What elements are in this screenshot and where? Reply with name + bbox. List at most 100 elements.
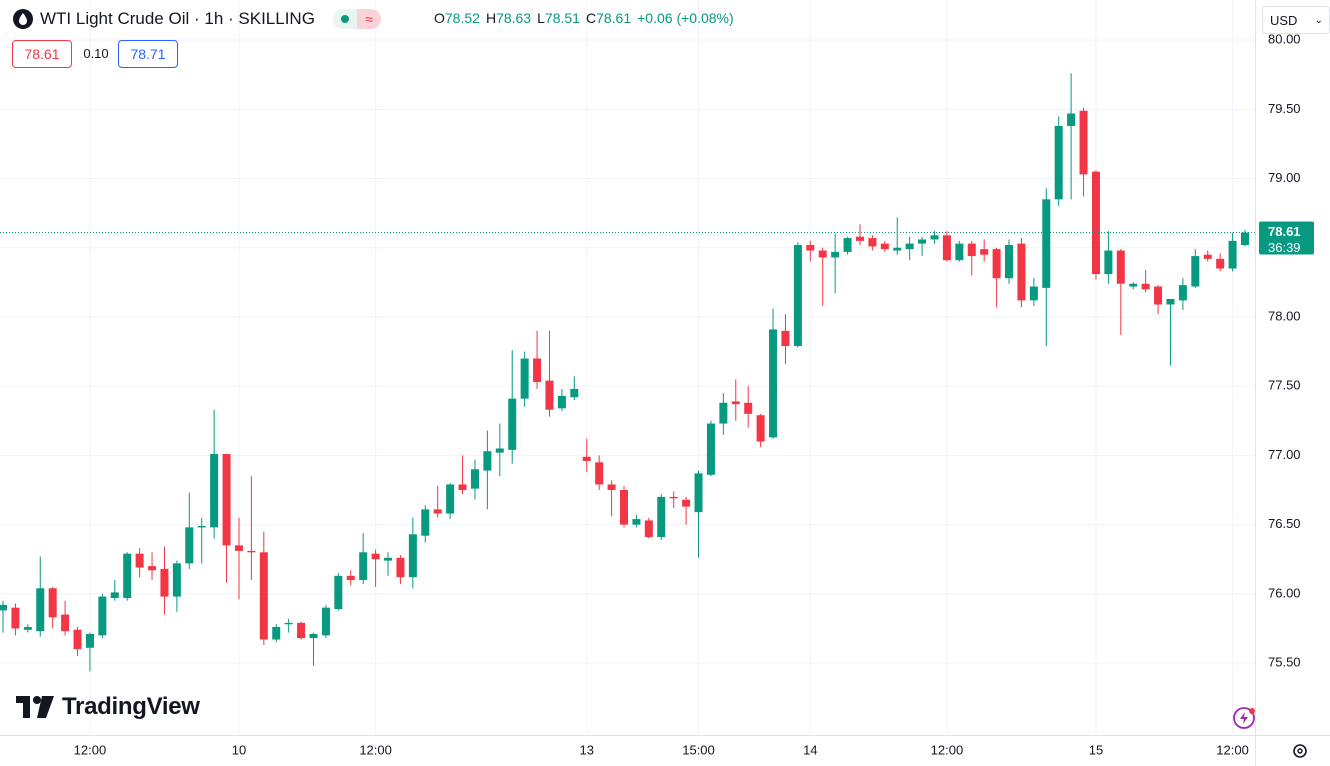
candle-body	[545, 380, 554, 410]
candle-body	[1067, 113, 1076, 126]
candle-body	[520, 358, 529, 399]
alert-icon[interactable]	[1233, 707, 1255, 729]
candle-body	[495, 448, 504, 453]
y-tick-label: 78.00	[1268, 308, 1301, 323]
ohlc-label: C	[585, 10, 597, 26]
candle-body	[706, 423, 715, 475]
candle-body	[470, 469, 479, 489]
candle-body	[607, 484, 616, 490]
candle-body	[731, 401, 740, 405]
candle-body	[831, 251, 840, 258]
candle-body	[384, 557, 393, 561]
candle-body	[11, 607, 20, 629]
candle-body	[1116, 250, 1125, 284]
candle-body	[346, 575, 355, 580]
candle-body	[1017, 243, 1026, 301]
x-tick-label: 12:00	[359, 742, 392, 757]
ohlc-legend: O78.52 H78.63 L78.51 C78.61 +0.06 (+0.08%)	[434, 10, 734, 26]
candle-body	[359, 552, 368, 580]
candle-body	[1228, 240, 1237, 269]
countdown: 36:39	[1268, 240, 1301, 255]
candle-body	[1005, 245, 1014, 279]
candle-body	[967, 243, 976, 257]
candle-body	[309, 633, 318, 639]
candle-body	[123, 553, 132, 598]
x-tick-label: 12:00	[931, 742, 964, 757]
candle-body	[321, 607, 330, 636]
alert-dot	[1249, 708, 1255, 714]
last-price-label: 78.61	[1268, 224, 1301, 239]
candle-body	[1054, 125, 1063, 200]
candle-body	[918, 239, 927, 244]
candle-body	[458, 484, 467, 490]
candle-body	[620, 490, 628, 525]
candle-body	[160, 568, 169, 597]
candle-body	[1191, 256, 1200, 287]
candle-body	[781, 330, 790, 347]
y-tick-label: 79.00	[1268, 170, 1301, 185]
candle-body	[408, 534, 417, 578]
candle-body	[272, 627, 281, 640]
chart-title: WTI Light Crude Oil · 1h · SKILLING	[40, 9, 315, 28]
y-tick-label: 76.50	[1268, 516, 1301, 531]
candle-body	[533, 358, 542, 383]
candle-body	[1091, 171, 1100, 275]
candle-body	[880, 243, 889, 250]
spread: 0.10	[83, 45, 109, 61]
candle-body	[632, 519, 641, 525]
alert-ring[interactable]	[1233, 707, 1255, 729]
y-tick-label: 77.00	[1268, 447, 1301, 462]
alert-bolt	[1240, 712, 1248, 724]
candle-body	[98, 596, 107, 636]
candle-body	[334, 575, 343, 610]
logo-text: TradingView	[62, 693, 200, 720]
candle-body	[446, 484, 455, 514]
header: WTI Light Crude Oil · 1h · SKILLING ≈	[12, 7, 381, 31]
candle-body	[259, 552, 268, 640]
candle-body	[682, 499, 691, 507]
x-tick-label: 10	[232, 742, 246, 757]
candle-body	[719, 402, 728, 424]
candle-body	[1203, 254, 1212, 259]
candle-body	[433, 509, 442, 514]
candle-body	[1079, 110, 1088, 175]
candle-body	[942, 235, 951, 261]
y-tick-label: 75.50	[1268, 654, 1301, 669]
candle-body	[570, 388, 579, 398]
status-pill[interactable]: ≈	[332, 9, 381, 29]
candle-body	[0, 604, 7, 611]
candle-body	[1129, 283, 1138, 287]
x-tick-label: 15:00	[682, 742, 715, 757]
candle-body	[185, 527, 194, 564]
ohlc-value: 78.52	[444, 10, 480, 26]
candle-body	[1029, 286, 1038, 301]
ohlc-label: H	[485, 10, 497, 26]
axes: 75.5076.0076.5077.0077.5078.0078.5079.00…	[74, 32, 1314, 757]
candle-body	[595, 462, 604, 485]
y-tick-label: 79.50	[1268, 101, 1301, 116]
candle-body	[197, 525, 206, 528]
logo: TradingView	[16, 693, 200, 721]
candle-body	[483, 451, 492, 471]
bid-box[interactable]: 78.61	[12, 40, 72, 68]
candle-body	[1141, 283, 1150, 290]
candle-body	[980, 249, 989, 255]
candle-body	[36, 588, 45, 632]
candle-body	[73, 629, 82, 650]
currency-select[interactable]: USD ⌄	[1262, 6, 1330, 34]
candle-body	[893, 247, 902, 251]
gear[interactable]	[1293, 744, 1307, 758]
ask-box[interactable]: 78.71	[118, 40, 178, 68]
candle-body	[284, 622, 293, 625]
candle-body	[1166, 298, 1175, 305]
candle-body	[756, 415, 765, 442]
settings-icon[interactable]	[1293, 744, 1307, 758]
candle-body	[769, 329, 778, 438]
candle-body	[855, 236, 864, 241]
last-price-box	[1259, 221, 1314, 255]
y-tick-label: 76.00	[1268, 585, 1301, 600]
candles	[0, 73, 1255, 672]
candle-body	[818, 250, 827, 258]
x-tick-label: 13	[580, 742, 594, 757]
